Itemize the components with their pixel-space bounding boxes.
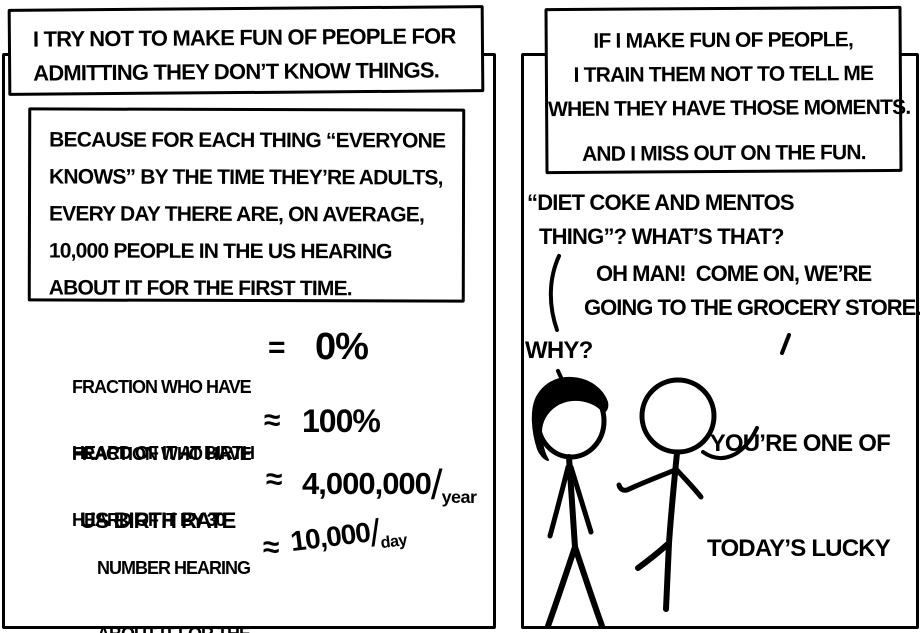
math-op-equals: = — [268, 331, 286, 364]
caption-because-line: 10,000 PEOPLE IN THE US HEARING — [48, 239, 392, 264]
caption-right-line: WHEN THEY HAVE THOSE MOMENTS. — [548, 95, 911, 122]
caption-box-intro: I TRY NOT TO MAKE FUN OF PEOPLE FOR ADMI… — [7, 5, 485, 96]
caption-because-line: ABOUT IT FOR THE FIRST TIME. — [48, 276, 352, 301]
math-label-birth-rate: US BIRTH RATE — [80, 466, 236, 576]
caption-box-because: BECAUSE FOR EACH THING “EVERYONE KNOWS” … — [27, 107, 466, 303]
math-label-line: US BIRTH RATE — [80, 508, 236, 533]
caption-because-line: EVERY DAY THERE ARE, ON AVERAGE, — [48, 202, 425, 227]
math-value-number: 10,000 — [288, 516, 372, 558]
math-label-line: NUMBER HEARING — [97, 558, 251, 578]
math-value-zero-percent: 0% — [315, 326, 369, 368]
math-label-line: ABOUT IT FOR THE — [97, 623, 251, 633]
math-label-fraction-birth: FRACTION WHO HAVE HEARD OF IT AT BIRTH — [72, 332, 255, 508]
math-value-birth-rate: 4,000,000/year — [302, 456, 477, 508]
dialogue-response-line: OH MAN! COME ON, WE’RE — [596, 261, 872, 286]
math-op-approx: ≈ — [263, 531, 280, 564]
dialogue-question-line: “DIET COKE AND MENTOS — [527, 190, 795, 215]
math-slash: / — [430, 461, 443, 509]
math-label-number-hearing: NUMBER HEARING ABOUT IT FOR THE FIRST TI… — [97, 513, 251, 633]
caption-intro-line: ADMITTING THEY DON’T KNOW THINGS. — [33, 57, 440, 86]
dialogue-lucky-line: YOU’RE ONE OF — [709, 430, 891, 457]
dialogue-why: WHY? — [525, 337, 593, 364]
math-label-fraction-30: FRACTION WHO HAVE HEARD OF IT BY 30 — [72, 399, 252, 575]
math-label-line: HEARD OF IT BY 30 — [72, 510, 226, 530]
dialogue-response-line: GOING TO THE GROCERY STORE. — [584, 295, 921, 320]
caption-intro-line: I TRY NOT TO MAKE FUN OF PEOPLE FOR — [32, 23, 456, 52]
caption-box-if-i-make-fun: IF I MAKE FUN OF PEOPLE, I TRAIN THEM NO… — [544, 5, 911, 175]
caption-right-line: I TRAIN THEM NOT TO TELL ME — [573, 62, 874, 87]
dialogue-lucky: YOU’RE ONE OF TODAY’S LUCKY 10,000. — [690, 356, 891, 633]
math-value-hundred-percent: 100% — [302, 403, 381, 439]
caption-right-line: IF I MAKE FUN OF PEOPLE, — [593, 28, 854, 53]
caption-right-line: AND I MISS OUT ON THE FUN. — [581, 141, 866, 166]
math-unit: day — [379, 531, 409, 553]
caption-because-line: BECAUSE FOR EACH THING “EVERYONE — [49, 128, 446, 153]
math-label-line: FRACTION WHO HAVE — [72, 444, 252, 464]
dialogue-lucky-line: TODAY’S LUCKY — [707, 535, 891, 562]
math-label-line: HEARD OF IT AT BIRTH — [72, 443, 255, 463]
math-value-number: 4,000,000 — [302, 466, 432, 501]
math-unit: year — [441, 486, 477, 507]
math-label-line: FRACTION WHO HAVE — [72, 377, 252, 397]
math-op-approx: ≈ — [266, 463, 283, 496]
math-op-approx: ≈ — [264, 404, 281, 437]
caption-because-line: KNOWS” BY THE TIME THEY’RE ADULTS, — [49, 165, 443, 190]
dialogue-question-line: THING”? WHAT’S THAT? — [539, 224, 785, 249]
